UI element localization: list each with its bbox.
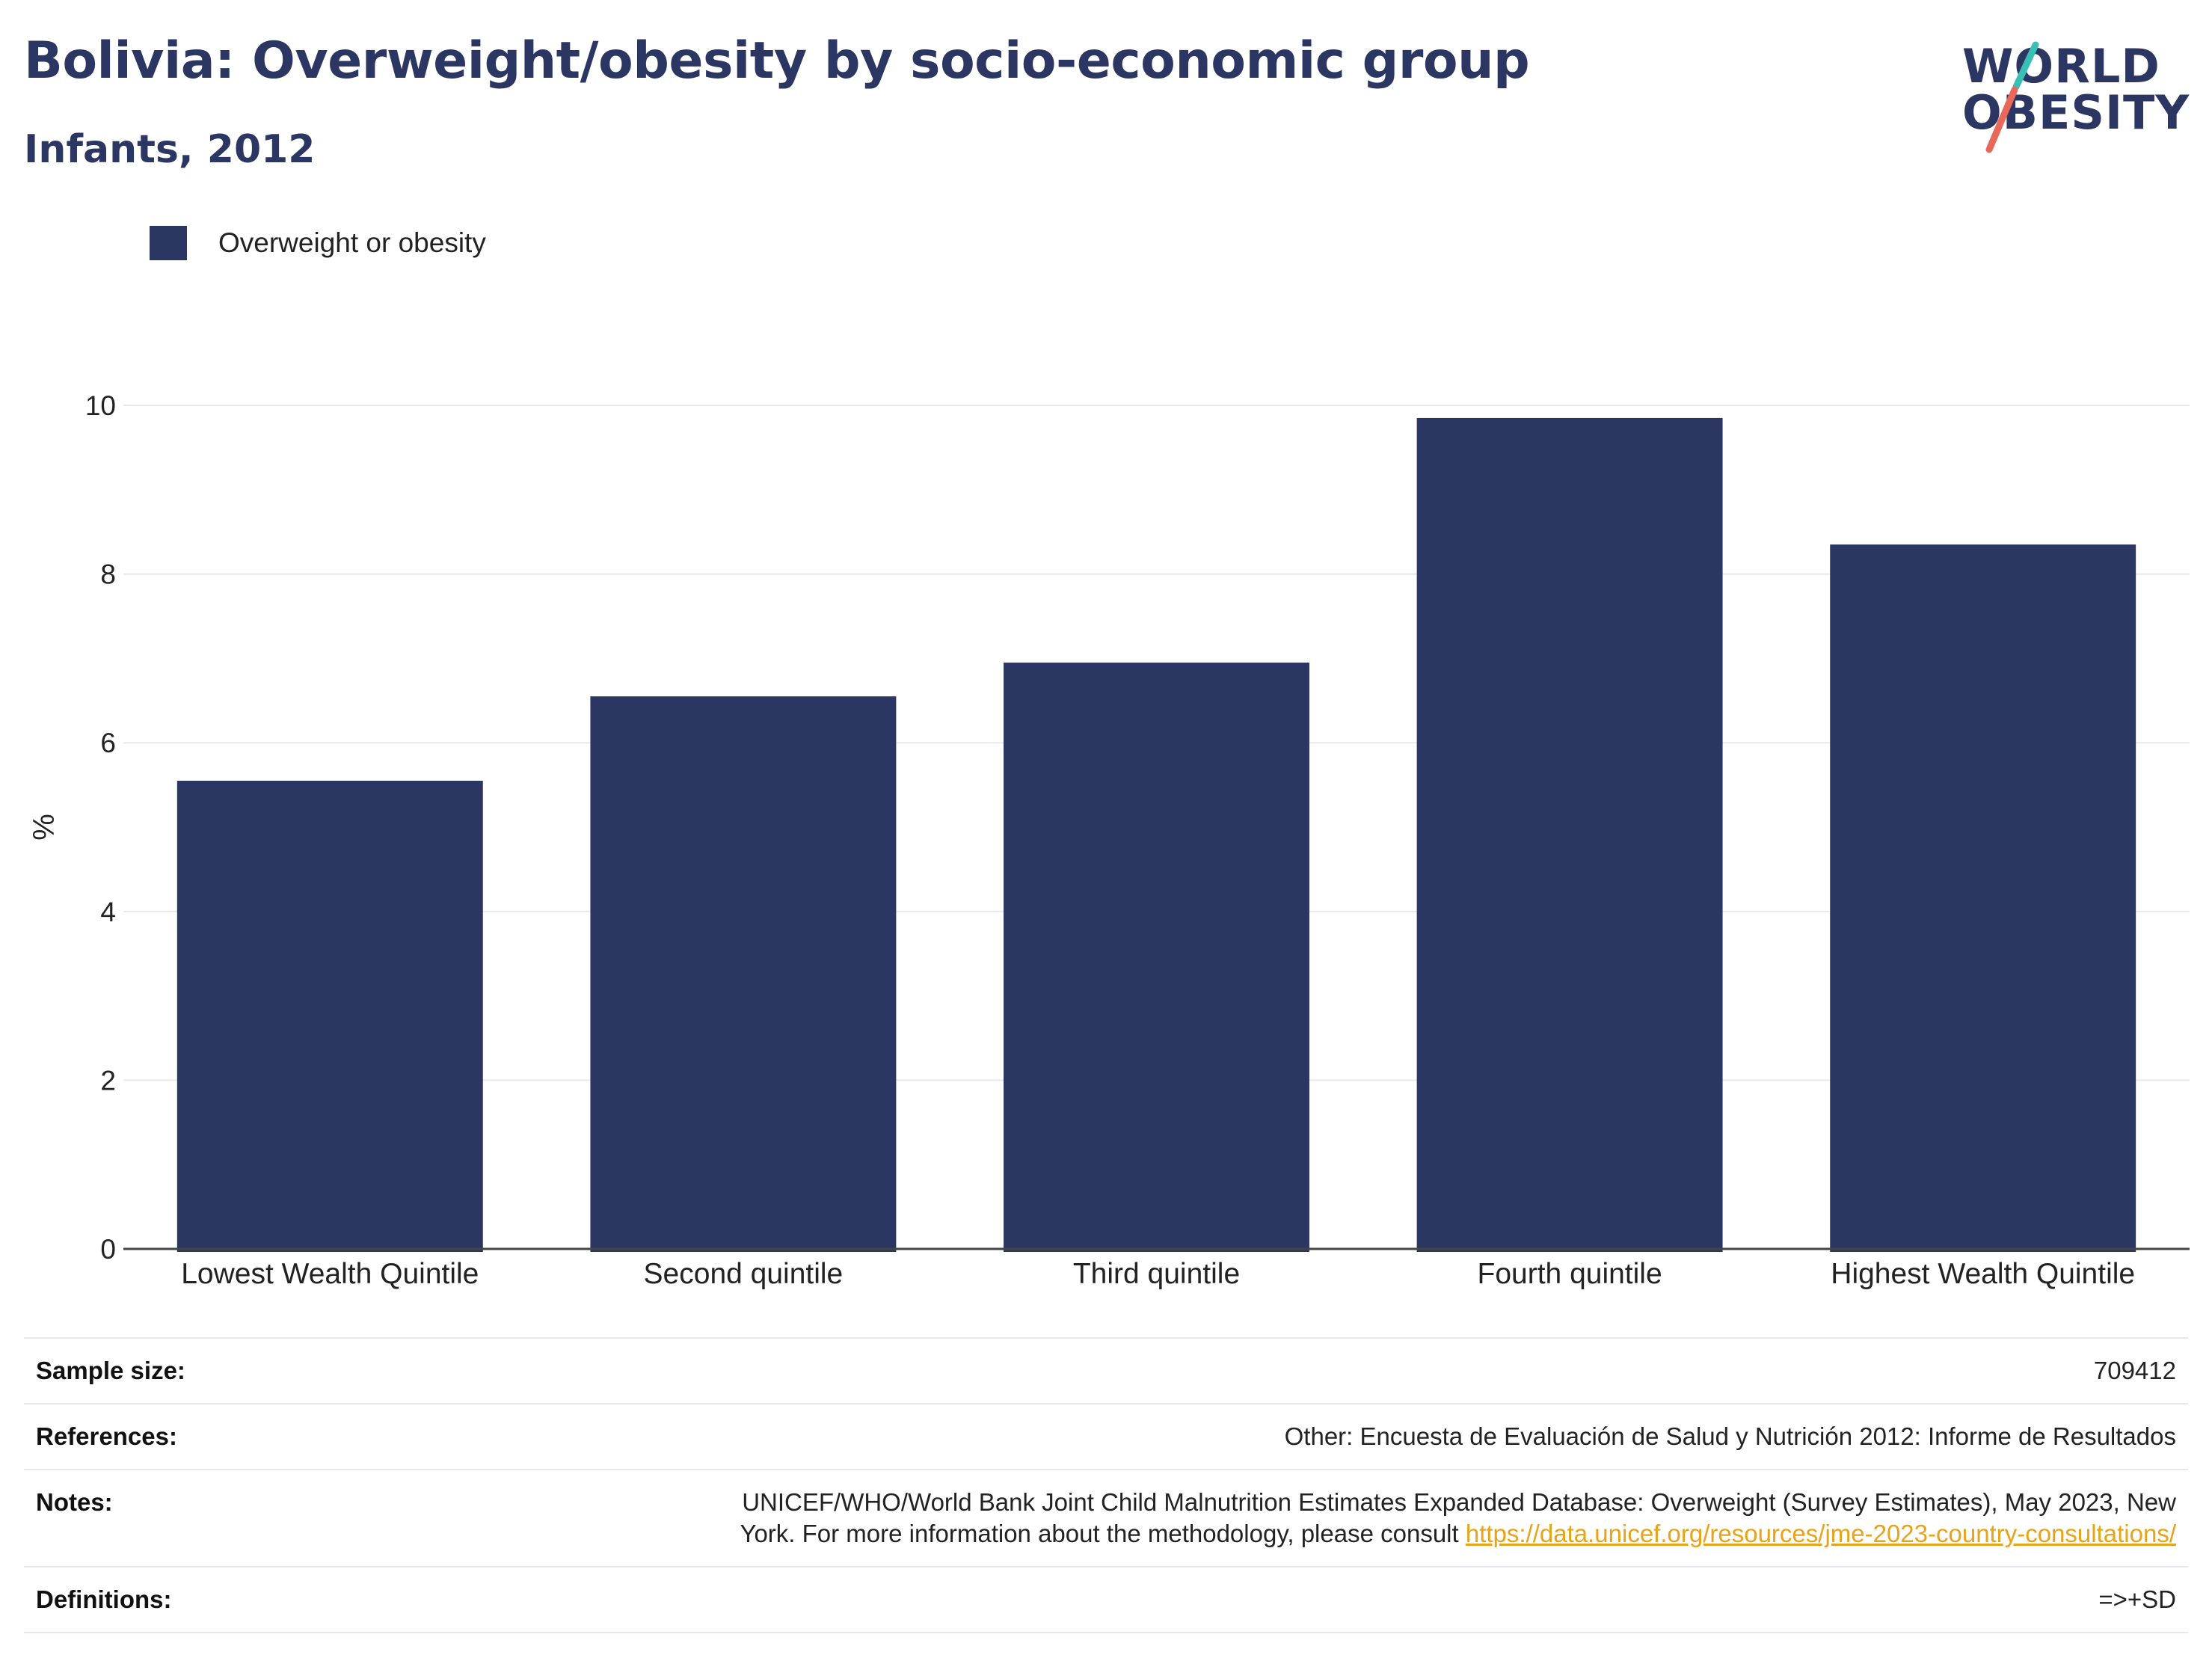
y-tick-label: 0 bbox=[100, 1234, 116, 1265]
x-tick-label: Lowest Wealth Quintile bbox=[181, 1258, 479, 1290]
bar bbox=[1004, 663, 1309, 1252]
bar bbox=[176, 780, 483, 1252]
info-table: Sample size: 709412 References: Other: E… bbox=[24, 1337, 2188, 1633]
sample-size-value: 709412 bbox=[2093, 1357, 2176, 1384]
logo-slash-icon bbox=[1985, 41, 2039, 153]
legend-swatch bbox=[150, 226, 187, 260]
references-value: Other: Encuesta de Evaluación de Salud y… bbox=[1284, 1422, 2176, 1450]
y-tick-label: 2 bbox=[100, 1065, 116, 1096]
definitions-label: Definitions: bbox=[36, 1585, 172, 1613]
logo-line-1: WORLD bbox=[1962, 39, 2160, 93]
info-row-references: References: Other: Encuesta de Evaluació… bbox=[24, 1404, 2188, 1470]
info-row-sample-size: Sample size: 709412 bbox=[24, 1338, 2188, 1404]
legend-label: Overweight or obesity bbox=[218, 227, 486, 258]
bar bbox=[1416, 417, 1723, 1253]
notes-text-2: York. For more information about the met… bbox=[740, 1520, 1466, 1547]
notes-label: Notes: bbox=[36, 1488, 113, 1516]
x-tick-label: Fourth quintile bbox=[1478, 1258, 1662, 1290]
world-obesity-logo: WORLD OBESITY bbox=[1952, 22, 2199, 157]
notes-text-1: UNICEF/WHO/World Bank Joint Child Malnut… bbox=[742, 1488, 2176, 1516]
chart-subtitle: Infants, 2012 bbox=[24, 127, 316, 172]
y-tick-label: 10 bbox=[85, 390, 116, 421]
sample-size-label: Sample size: bbox=[36, 1357, 185, 1384]
info-row-notes: Notes: UNICEF/WHO/World Bank Joint Child… bbox=[24, 1470, 2188, 1567]
chart-legend[interactable]: Overweight or obesity bbox=[150, 224, 486, 262]
notes-link[interactable]: https://data.unicef.org/resources/jme-20… bbox=[1465, 1520, 2176, 1547]
y-tick-label: 4 bbox=[100, 897, 116, 927]
y-tick-label: 8 bbox=[100, 559, 116, 590]
x-tick-label: Third quintile bbox=[1073, 1258, 1240, 1290]
bar-chart: 0 2 4 6 8 10 Lowest Wealth Quintile Second quin… bbox=[28, 390, 2190, 1290]
chart-title: Bolivia: Overweight/obesity by socio-eco… bbox=[24, 31, 1530, 90]
references-label: References: bbox=[36, 1422, 177, 1450]
definitions-value: =>+SD bbox=[2098, 1585, 2176, 1613]
notes-value: UNICEF/WHO/World Bank Joint Child Malnut… bbox=[287, 1470, 2188, 1567]
y-tick-label: 6 bbox=[100, 728, 116, 758]
info-row-definitions: Definitions: =>+SD bbox=[24, 1567, 2188, 1633]
y-axis-label: % bbox=[28, 814, 61, 841]
x-tick-label: Highest Wealth Quintile bbox=[1831, 1258, 2135, 1290]
bar bbox=[1830, 544, 2136, 1252]
x-tick-label: Second quintile bbox=[644, 1258, 844, 1290]
bar bbox=[590, 696, 897, 1252]
